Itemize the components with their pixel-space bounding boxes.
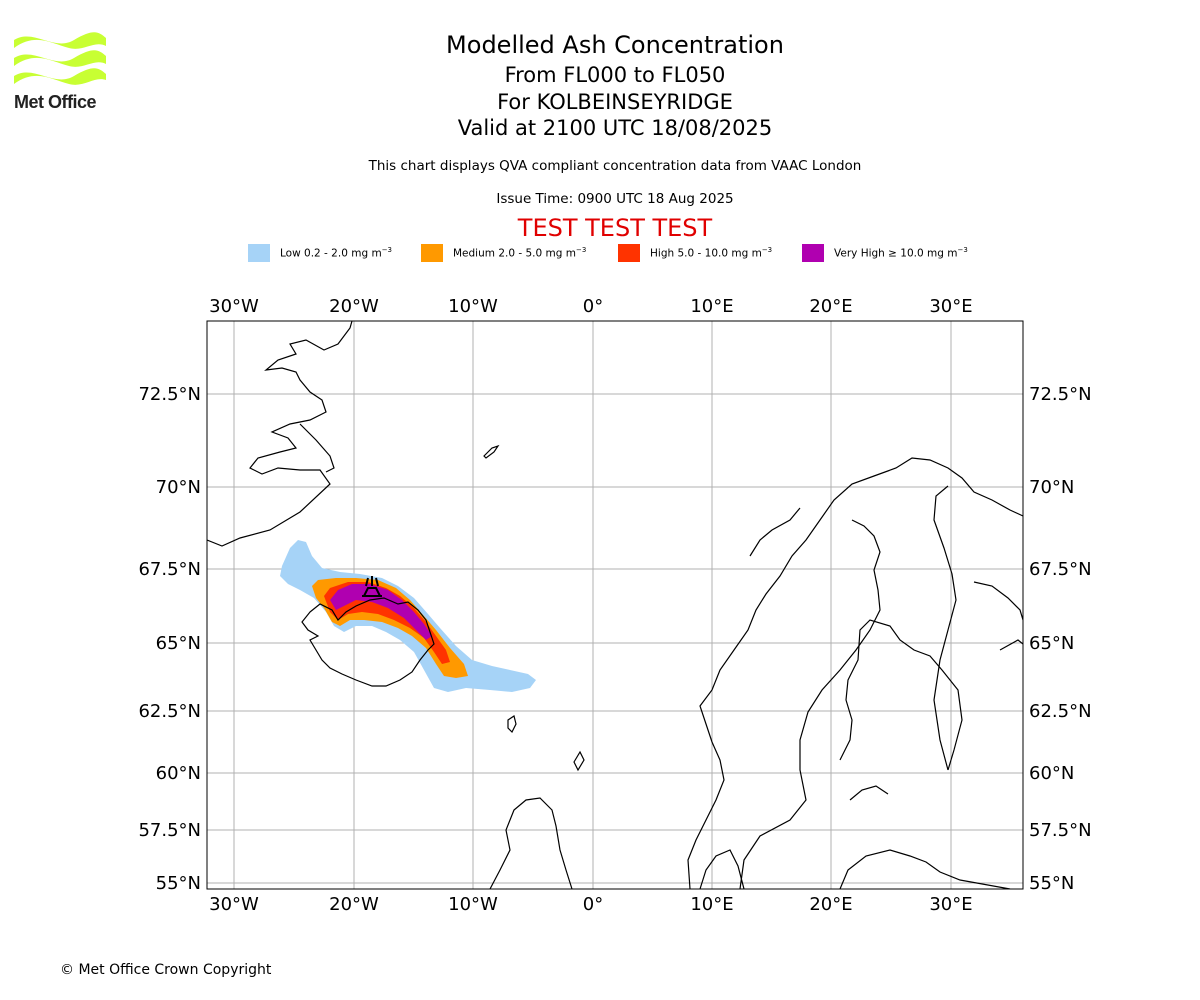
lat-label: 62.5°N bbox=[138, 701, 201, 722]
lat-label: 57.5°N bbox=[1029, 820, 1092, 841]
lon-label: 20°W bbox=[329, 296, 379, 317]
lon-labels-top: 30°W 20°W 10°W 0° 10°E 20°E 30°E bbox=[209, 296, 972, 317]
lon-label: 20°E bbox=[809, 894, 852, 915]
legend-label-low: Low 0.2 - 2.0 mg m bbox=[280, 247, 382, 260]
lon-label: 0° bbox=[583, 296, 603, 317]
legend-swatch-medium bbox=[421, 244, 443, 262]
volcano-icon bbox=[362, 576, 382, 597]
ash-high-region bbox=[324, 582, 450, 664]
lon-labels-bottom: 30°W 20°W 10°W 0° 10°E 20°E 30°E bbox=[209, 894, 972, 915]
lon-label: 20°W bbox=[329, 894, 379, 915]
lon-label: 20°E bbox=[809, 296, 852, 317]
lat-label: 70°N bbox=[156, 477, 201, 498]
lat-labels-left: 72.5°N 70°N 67.5°N 65°N 62.5°N 60°N 57.5… bbox=[138, 384, 201, 894]
lon-label: 10°E bbox=[690, 894, 733, 915]
lon-label: 0° bbox=[583, 894, 603, 915]
lat-label: 72.5°N bbox=[1029, 384, 1092, 405]
legend-label-medium: Medium 2.0 - 5.0 mg m bbox=[453, 247, 576, 260]
legend-swatch-low bbox=[248, 244, 270, 262]
description: This chart displays QVA compliant concen… bbox=[368, 158, 862, 174]
valid-time: Valid at 2100 UTC 18/08/2025 bbox=[457, 116, 773, 140]
map-frame bbox=[206, 320, 1024, 890]
met-office-logo: Met Office bbox=[14, 30, 106, 112]
legend-swatch-high bbox=[618, 244, 640, 262]
met-office-waves-icon bbox=[14, 32, 106, 85]
lon-label: 30°W bbox=[209, 894, 259, 915]
lon-label: 10°E bbox=[690, 296, 733, 317]
gridlines bbox=[207, 321, 1023, 889]
lat-label: 57.5°N bbox=[138, 820, 201, 841]
lat-label: 60°N bbox=[1029, 763, 1074, 784]
flight-levels: From FL000 to FL050 bbox=[504, 63, 726, 87]
lat-label: 65°N bbox=[156, 633, 201, 654]
lon-label: 30°W bbox=[209, 296, 259, 317]
lat-label: 70°N bbox=[1029, 477, 1074, 498]
legend-label-high: High 5.0 - 10.0 mg m bbox=[650, 247, 762, 260]
lat-label: 55°N bbox=[1029, 873, 1074, 894]
coastlines bbox=[207, 321, 1023, 889]
lon-label: 10°W bbox=[448, 296, 498, 317]
copyright: © Met Office Crown Copyright bbox=[60, 962, 272, 978]
lat-label: 60°N bbox=[156, 763, 201, 784]
location: For KOLBEINSEYRIDGE bbox=[497, 90, 733, 114]
chart-title: Modelled Ash Concentration bbox=[446, 31, 784, 59]
lat-labels-right: 72.5°N 70°N 67.5°N 65°N 62.5°N 60°N 57.5… bbox=[1029, 384, 1092, 894]
lat-label: 67.5°N bbox=[138, 559, 201, 580]
legend-swatch-very-high bbox=[802, 244, 824, 262]
ash-very-high-region bbox=[330, 584, 432, 640]
lon-label: 30°E bbox=[929, 296, 972, 317]
lat-label: 55°N bbox=[156, 873, 201, 894]
lat-label: 67.5°N bbox=[1029, 559, 1092, 580]
lon-label: 30°E bbox=[929, 894, 972, 915]
test-warning: TEST TEST TEST bbox=[517, 214, 713, 242]
issue-time: Issue Time: 0900 UTC 18 Aug 2025 bbox=[496, 191, 734, 207]
logo-text: Met Office bbox=[14, 92, 97, 112]
legend-label-very-high: Very High ≥ 10.0 mg m bbox=[834, 247, 958, 260]
lat-label: 62.5°N bbox=[1029, 701, 1092, 722]
lon-label: 10°W bbox=[448, 894, 498, 915]
lat-label: 72.5°N bbox=[138, 384, 201, 405]
lat-label: 65°N bbox=[1029, 633, 1074, 654]
